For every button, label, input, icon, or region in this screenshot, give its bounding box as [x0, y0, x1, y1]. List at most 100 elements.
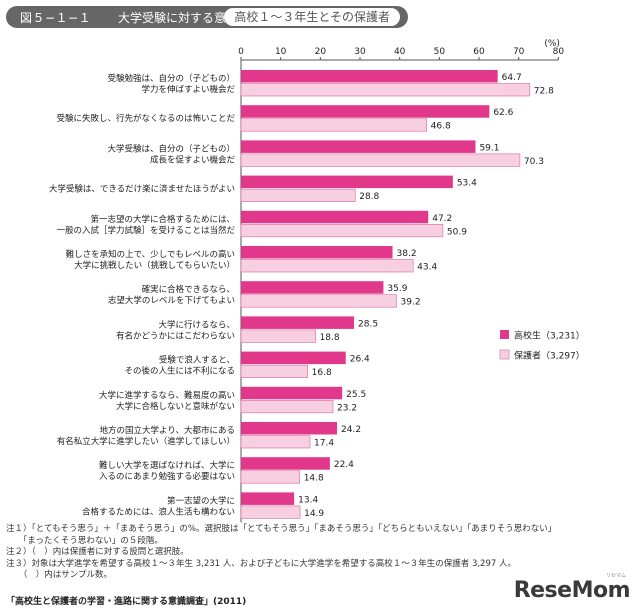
data-label: 43.4: [417, 263, 437, 273]
note-line: 「まったくそう思わない」の５段階。: [6, 535, 163, 546]
bar-parent: [240, 364, 308, 378]
data-label: 46.8: [431, 122, 451, 132]
x-tick-label: 60: [473, 47, 485, 57]
x-tick-label: 40: [394, 47, 406, 57]
figure-number: 図５−１−１: [20, 11, 92, 25]
bar-parent: [240, 153, 521, 167]
data-label: 17.4: [314, 439, 334, 449]
data-label: 26.4: [350, 355, 370, 365]
category-label: 有名私立大学に進学したい（進学してほしい）: [57, 436, 235, 447]
data-label: 39.2: [401, 298, 421, 308]
bar-student: [241, 105, 490, 118]
category-label: 地方の国立大学より、大都市にある: [100, 425, 236, 436]
category-label: 合格するためには、浪人生活も構わない: [82, 506, 235, 517]
data-label: 38.2: [397, 249, 417, 259]
data-label: 72.8: [534, 87, 554, 97]
x-tick-label: 30: [354, 47, 366, 57]
data-label: 14.8: [304, 474, 324, 484]
data-label: 23.2: [337, 403, 357, 413]
brand-kana: リセマム: [605, 573, 626, 579]
note-line: （ ）内はサンプル数。: [6, 570, 112, 580]
figure-subtitle: 高校１～３年生とその保護者: [224, 8, 400, 26]
bar-parent: [240, 259, 414, 273]
x-tick-label: 0: [238, 47, 244, 57]
bar-student: [241, 246, 393, 259]
data-label: 59.1: [479, 143, 499, 153]
data-label: 28.5: [358, 319, 378, 329]
category-label: 難しい大学を選ばなければ、大学に: [99, 460, 235, 471]
category-label: 大学に合格しないと意味がない: [116, 401, 235, 412]
data-label: 35.9: [387, 284, 407, 294]
bar-student: [241, 386, 343, 400]
bar-student: [241, 140, 476, 153]
x-tick-label: 20: [315, 47, 327, 57]
source-citation: 「高校生と保護者の学習・進路に関する意識調査」(2011): [6, 597, 247, 607]
data-label: 14.9: [304, 509, 324, 519]
data-label: 50.9: [447, 227, 467, 237]
note-line: 注３）対象は大学進学を希望する高校１～３年生 3,231 人、および子どもに大学…: [6, 558, 516, 569]
x-tick-label: 70: [513, 47, 525, 57]
data-label: 28.8: [359, 192, 379, 202]
bar-student: [241, 210, 429, 224]
x-tick-label: 80: [553, 47, 565, 57]
bar-parent: [240, 224, 444, 238]
x-tick-label: 10: [275, 47, 287, 57]
bar-parent: [240, 294, 397, 308]
bar-parent: [240, 399, 334, 414]
bar-parent: [240, 505, 301, 519]
x-tick-label: 50: [434, 47, 446, 57]
category-label: 受験で浪人すると、: [159, 355, 235, 366]
category-label: 難しさを承知の上で、少しでもレベルの高い: [66, 249, 235, 260]
bar-parent: [240, 470, 301, 484]
category-label: 志望大学のレベルを下げてもよい: [108, 295, 235, 306]
legend-swatch: [500, 330, 509, 339]
bar-student: [241, 316, 355, 329]
data-label: 25.5: [346, 390, 366, 400]
bar-parent: [240, 83, 531, 97]
category-label: 大学に進学するなら、難易度の高い: [99, 390, 235, 401]
category-label: 大学に行けるなら、: [158, 319, 235, 330]
data-label: 24.2: [341, 425, 361, 435]
note-line: 注２）（ ）内は保護者に対する設問と選択肢。: [6, 547, 189, 557]
category-label: 受験に失敗し、行先がなくなるのは怖いことだ: [56, 113, 235, 124]
bar-student: [241, 281, 384, 294]
bar-student: [241, 457, 330, 470]
category-label: 受験勉強は、自分の（子どもの）: [107, 73, 235, 84]
category-label: その後の人生には不利になる: [124, 366, 235, 377]
data-label: 22.4: [334, 460, 354, 470]
bar-student: [241, 422, 338, 435]
data-label: 53.4: [457, 179, 477, 189]
bar-student: [241, 492, 295, 505]
category-label: 第一志望の大学に: [167, 495, 235, 506]
bar-student: [241, 70, 498, 83]
legend-label: 保護者（3,297）: [514, 350, 585, 362]
bar-parent: [240, 118, 427, 132]
data-label: 47.2: [432, 214, 452, 224]
figure-header: 図５−１−１ 大学受験に対する意識 高校１～３年生とその保護者: [6, 6, 408, 28]
category-label: 大学受験は、できるだけ楽に済ませたほうがよい: [49, 184, 235, 195]
category-label: 有名かどうかにはこだわらない: [116, 330, 235, 341]
bar-parent: [240, 329, 316, 343]
category-label: 入るのにあまり勉強する必要はない: [99, 471, 235, 482]
legend-label: 高校生（3,231）: [514, 330, 585, 342]
category-label: 確実に合格できるなら、: [142, 284, 235, 295]
data-label: 13.4: [298, 495, 318, 505]
category-label: 大学に挑戦したい（挑戦してもらいたい）: [74, 260, 235, 271]
note-line: 注１）「とてもそう思う」＋「まあそう思う」の%。選択肢は「とてもそう思う」「まあ…: [6, 524, 557, 534]
bar-student: [241, 351, 346, 365]
bar-chart: 0 10 20 30 40 50 60 70 80(%) 64.7 72.8 受験勉強は、自分の（子ど…: [49, 39, 585, 523]
bar-student: [241, 175, 453, 189]
legend-swatch: [499, 349, 510, 360]
data-label: 64.7: [502, 73, 522, 83]
bar-parent: [240, 435, 311, 449]
data-label: 18.8: [320, 333, 340, 343]
axis-unit-label: (%): [544, 39, 560, 49]
category-label: 大学受験は、自分の（子どもの）: [107, 143, 235, 154]
bar-parent: [240, 188, 356, 202]
data-label: 70.3: [524, 157, 544, 167]
data-label: 16.8: [312, 368, 332, 378]
chart-notes: 注１）「とてもそう思う」＋「まあそう思う」の%。選択肢は「とてもそう思う」「まあ…: [6, 524, 556, 582]
brand-logo: ReseMom: [513, 578, 631, 603]
category-label: 第一志望の大学に合格するためには、: [90, 214, 235, 225]
data-label: 62.6: [493, 108, 513, 118]
